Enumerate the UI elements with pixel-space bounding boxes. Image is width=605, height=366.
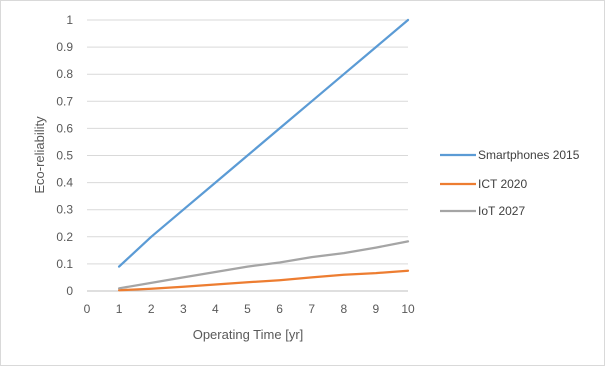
series-lines [117, 18, 410, 292]
x-tick-label: 2 [148, 302, 155, 316]
x-tick-label: 0 [84, 302, 91, 316]
x-axis-title: Operating Time [yr] [193, 327, 304, 342]
legend: Smartphones 2015 ICT 2020 IoT 2027 [440, 148, 580, 218]
y-axis-ticks: 0 0.1 0.2 0.3 0.4 0.5 0.6 0.7 0.8 0.9 1 [56, 13, 73, 298]
series-line [117, 269, 410, 292]
y-axis-title: Eco-reliability [32, 116, 47, 194]
y-tick-label: 0.5 [56, 149, 73, 163]
y-tick-label: 0.6 [56, 121, 73, 135]
legend-label: IoT 2027 [478, 204, 525, 218]
legend-label: ICT 2020 [478, 177, 527, 191]
x-tick-label: 1 [116, 302, 123, 316]
y-tick-label: 0.4 [56, 176, 73, 190]
y-tick-label: 0 [66, 284, 73, 298]
gridlines [87, 19, 408, 292]
y-tick-label: 0.1 [56, 257, 73, 271]
x-tick-label: 7 [308, 302, 315, 316]
series-line [117, 18, 410, 268]
y-tick-label: 0.7 [56, 94, 73, 108]
x-tick-label: 10 [401, 302, 415, 316]
legend-label: Smartphones 2015 [478, 148, 580, 162]
y-tick-label: 0.8 [56, 67, 73, 81]
x-axis-ticks: 0 1 2 3 4 5 6 7 8 9 10 [84, 302, 415, 316]
y-tick-label: 0.9 [56, 40, 73, 54]
y-tick-label: 0.3 [56, 203, 73, 217]
x-tick-label: 9 [373, 302, 380, 316]
series-line [117, 240, 410, 290]
y-tick-label: 0.2 [56, 230, 73, 244]
x-tick-label: 8 [340, 302, 347, 316]
x-tick-label: 6 [276, 302, 283, 316]
x-tick-label: 5 [244, 302, 251, 316]
x-tick-label: 4 [212, 302, 219, 316]
x-tick-label: 3 [180, 302, 187, 316]
y-tick-label: 1 [66, 13, 73, 27]
